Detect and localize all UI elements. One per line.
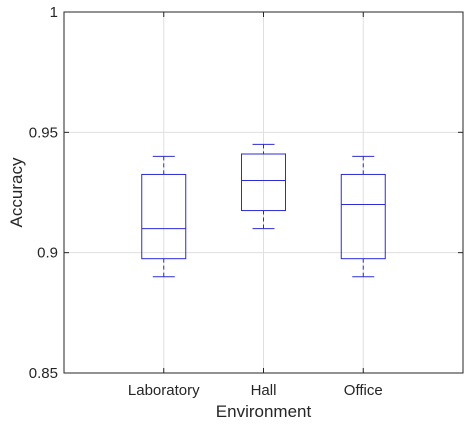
tick-labels: 0.85 0.9 0.95 1 Laboratory Hall Office — [29, 4, 383, 399]
box-office — [340, 155, 386, 278]
y-tick-label: 0.95 — [29, 124, 58, 141]
y-tick-label: 1 — [50, 4, 58, 21]
box-body — [340, 173, 386, 260]
y-tick-label: 0.85 — [29, 365, 58, 382]
y-tick-label: 0.9 — [37, 245, 58, 262]
box-laboratory — [141, 155, 187, 278]
box-hall — [241, 143, 286, 230]
grid-lines — [64, 11, 463, 374]
x-tick-label: Office — [344, 382, 383, 399]
y-axis-label: Accuracy — [7, 157, 26, 227]
box-plot-series — [141, 143, 386, 278]
box-body — [241, 153, 286, 212]
x-axis-label: Environment — [216, 402, 312, 421]
tick-marks — [64, 11, 463, 374]
x-tick-label: Hall — [251, 382, 277, 399]
x-tick-label: Laboratory — [128, 382, 200, 399]
box-body — [141, 173, 187, 260]
